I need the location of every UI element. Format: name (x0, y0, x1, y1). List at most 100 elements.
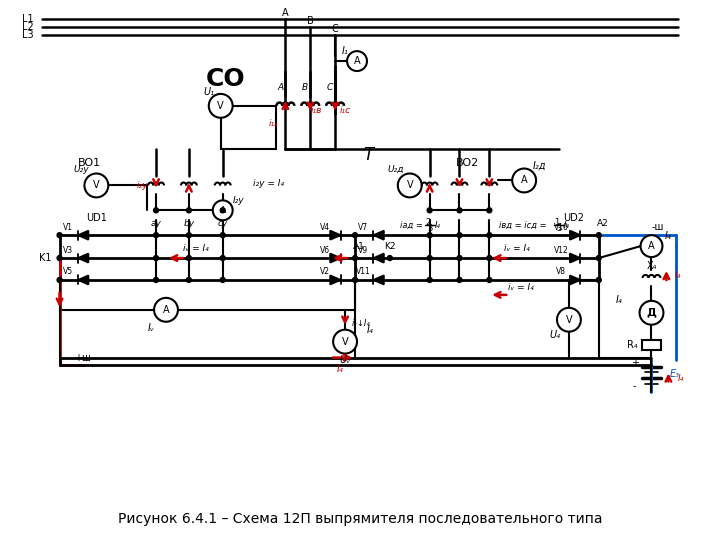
Circle shape (186, 255, 192, 260)
Text: V9: V9 (358, 246, 368, 254)
Text: V2: V2 (320, 267, 330, 276)
Text: V4: V4 (320, 222, 330, 232)
Circle shape (487, 278, 492, 282)
Text: BO1: BO1 (78, 158, 101, 167)
Text: T: T (363, 146, 373, 164)
Text: V3: V3 (63, 246, 73, 254)
Text: Д: Д (647, 308, 657, 318)
Circle shape (457, 255, 462, 260)
Polygon shape (78, 231, 89, 240)
Text: L3: L3 (22, 30, 34, 40)
Text: UD1: UD1 (86, 213, 107, 223)
Text: V: V (217, 101, 224, 111)
Circle shape (153, 233, 158, 238)
Text: i₁в: i₁в (310, 106, 322, 116)
Text: BO2: BO2 (456, 158, 479, 167)
Circle shape (333, 330, 357, 354)
Text: U₂у: U₂у (73, 165, 89, 174)
Text: I₄: I₄ (678, 374, 685, 383)
Text: iᵥ = I₄: iᵥ = I₄ (508, 284, 534, 292)
Circle shape (596, 233, 601, 238)
Text: V8: V8 (556, 267, 566, 276)
Text: A: A (277, 84, 284, 92)
Circle shape (209, 94, 233, 118)
Circle shape (512, 168, 536, 192)
Circle shape (57, 255, 62, 260)
Text: I₄: I₄ (675, 272, 681, 280)
Text: A: A (354, 56, 360, 66)
Text: -: - (633, 381, 636, 391)
Bar (642, 340, 662, 349)
Text: I₄: I₄ (564, 221, 570, 230)
Polygon shape (330, 254, 341, 262)
Text: aу: aу (150, 219, 161, 228)
Text: K2: K2 (384, 241, 395, 251)
Circle shape (487, 255, 492, 260)
Text: V1: V1 (63, 222, 73, 232)
Circle shape (213, 200, 233, 220)
Circle shape (220, 278, 225, 282)
Circle shape (220, 233, 225, 238)
Text: CO: CO (206, 67, 246, 91)
Text: A2: A2 (597, 219, 608, 228)
Text: iвд = iсд =: iвд = iсд = (499, 221, 549, 230)
Text: V: V (342, 336, 348, 347)
Text: I₄: I₄ (616, 295, 622, 305)
Circle shape (487, 233, 492, 238)
Circle shape (57, 278, 62, 282)
Text: V6: V6 (320, 246, 330, 254)
Text: i₂у: i₂у (136, 181, 148, 190)
Polygon shape (570, 275, 580, 285)
Circle shape (639, 301, 663, 325)
Text: cу: cу (217, 219, 228, 228)
Polygon shape (374, 275, 384, 285)
Circle shape (220, 208, 225, 213)
Polygon shape (330, 231, 341, 240)
Circle shape (153, 255, 158, 260)
Text: U₄: U₄ (549, 329, 560, 340)
Text: L1: L1 (22, 14, 34, 24)
Circle shape (427, 278, 432, 282)
Circle shape (457, 208, 462, 213)
Text: V10: V10 (554, 222, 568, 232)
Circle shape (154, 298, 178, 322)
Polygon shape (374, 231, 384, 240)
Text: V: V (93, 180, 99, 191)
Circle shape (153, 208, 158, 213)
Text: I₄: I₄ (665, 231, 672, 241)
Circle shape (457, 233, 462, 238)
Text: A: A (282, 8, 289, 18)
Circle shape (641, 235, 662, 257)
Text: I₄: I₄ (337, 364, 343, 374)
Text: 3: 3 (427, 224, 432, 233)
Text: V: V (406, 180, 413, 191)
Text: -ш: -ш (652, 222, 664, 232)
Circle shape (186, 208, 192, 213)
Circle shape (220, 255, 225, 260)
Circle shape (427, 255, 432, 260)
Text: B: B (307, 16, 314, 26)
Text: Iᵥ: Iᵥ (148, 323, 155, 333)
Text: I₁: I₁ (342, 46, 348, 56)
Polygon shape (78, 254, 89, 262)
Circle shape (596, 255, 601, 260)
Text: A1: A1 (353, 241, 365, 251)
Text: bу: bу (184, 219, 194, 228)
Circle shape (186, 278, 192, 282)
Circle shape (398, 173, 422, 198)
Circle shape (153, 278, 158, 282)
Polygon shape (570, 231, 580, 240)
Circle shape (487, 208, 492, 213)
Text: B: B (302, 84, 308, 92)
Text: V12: V12 (554, 246, 568, 254)
Text: K1: K1 (39, 253, 52, 263)
Text: C: C (327, 84, 333, 92)
Circle shape (353, 255, 358, 260)
Text: UD2: UD2 (563, 213, 585, 223)
Text: Рисунок 6.4.1 – Схема 12П выпрямителя последовательного типа: Рисунок 6.4.1 – Схема 12П выпрямителя по… (118, 512, 602, 526)
Circle shape (353, 278, 358, 282)
Text: +ш: +ш (74, 353, 91, 362)
Text: iад =: iад = (400, 221, 426, 230)
Circle shape (427, 233, 432, 238)
Polygon shape (570, 254, 580, 262)
